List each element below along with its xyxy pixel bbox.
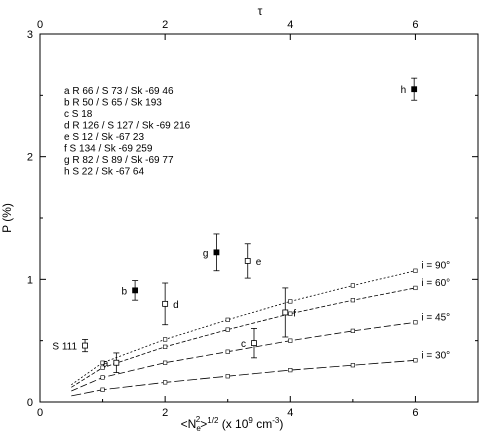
data-point-label: g xyxy=(203,248,209,259)
data-point-label: f xyxy=(293,308,296,319)
model-curve-marker xyxy=(100,375,105,380)
model-curve-marker xyxy=(288,338,293,343)
x-tick-label: 2 xyxy=(162,407,168,419)
data-point-label: S 111 xyxy=(52,342,77,353)
model-curve-label: i = 90° xyxy=(421,261,450,272)
legend-entry: b R 50 / S 65 / Sk 193 xyxy=(64,98,162,109)
model-curve-marker xyxy=(163,380,168,385)
xlabel-part-9: ) xyxy=(279,417,283,431)
top-tick-label: 2 xyxy=(162,19,168,31)
y-tick-label: 1 xyxy=(27,274,33,286)
model-curve-marker xyxy=(100,387,105,392)
model-curve-marker xyxy=(413,320,418,325)
x-tick-label: 4 xyxy=(287,407,293,419)
top-tick-label: 4 xyxy=(287,19,293,31)
y-tick-label: 0 xyxy=(27,397,33,409)
data-point-label: d xyxy=(173,300,179,311)
xlabel-part-1: e xyxy=(196,424,201,433)
model-curve-marker xyxy=(163,344,168,349)
model-curve-marker xyxy=(225,349,230,354)
data-point-2 xyxy=(132,287,139,294)
legend: a R 66 / S 73 / Sk -69 46b R 50 / S 65 /… xyxy=(64,86,191,178)
legend-entry: g R 82 / S 89 / Sk -69 77 xyxy=(64,155,174,166)
xlabel-part-6: 9 xyxy=(248,416,253,425)
model-curve-marker xyxy=(350,298,355,303)
model-curve-label: i = 60° xyxy=(421,278,450,289)
model-curve-marker xyxy=(100,360,105,365)
xlabel-part-2: 2 xyxy=(196,415,201,424)
data-point-4 xyxy=(162,300,169,307)
x-tick-label: 6 xyxy=(412,407,418,419)
model-curves: i = 90° i = 60° i = 45° i = 30° xyxy=(71,261,450,397)
legend-entry: d R 126 / S 127 / Sk -69 216 xyxy=(64,121,191,132)
data-point-8 xyxy=(411,86,418,93)
data-point-label: b xyxy=(122,286,128,297)
legend-entry: e S 12 / Sk -67 23 xyxy=(64,132,144,143)
legend-entry: a R 66 / S 73 / Sk -69 46 xyxy=(64,86,174,97)
data-point-3 xyxy=(251,340,257,347)
y-tick-label: 3 xyxy=(27,29,33,41)
model-curve-label: i = 45° xyxy=(421,312,450,323)
model-curve-marker xyxy=(225,327,230,332)
model-curve-marker xyxy=(413,268,418,273)
data-points: S 111 a b c d e f g h xyxy=(52,77,418,373)
xlabel-part-8: -3 xyxy=(272,416,280,425)
model-curve-3 xyxy=(71,359,416,397)
legend-entry: c S 18 xyxy=(64,109,93,120)
model-curve-marker xyxy=(413,358,418,363)
data-point-label: c xyxy=(241,339,246,350)
model-curve-marker xyxy=(163,360,168,365)
top-tick-label: 6 xyxy=(412,19,418,31)
model-curve-marker xyxy=(100,365,105,370)
model-curve-2 xyxy=(71,321,416,392)
model-curve-marker xyxy=(225,317,230,322)
top-tick-label: 0 xyxy=(37,19,43,31)
model-curve-marker xyxy=(163,337,168,342)
y-tick-label: 2 xyxy=(27,152,33,164)
model-curve-label: i = 30° xyxy=(421,350,450,361)
data-point-6 xyxy=(282,309,289,316)
xlabel-part-4: 1/2 xyxy=(207,416,219,425)
xlabel-part-7: cm xyxy=(253,417,272,431)
data-point-7 xyxy=(213,249,220,256)
model-curve-marker xyxy=(225,374,230,379)
model-curve-marker xyxy=(350,283,355,288)
x-tick-label: 0 xyxy=(37,407,43,419)
model-curve-marker xyxy=(288,311,293,316)
data-point-1 xyxy=(113,359,120,366)
model-curve-marker xyxy=(288,368,293,373)
legend-entry: h S 22 / Sk -67 64 xyxy=(64,167,144,178)
model-curve-marker xyxy=(350,363,355,368)
xlabel-part-0: <N xyxy=(181,417,197,431)
data-point-5 xyxy=(244,258,251,264)
model-curve-marker xyxy=(288,299,293,304)
legend-entry: f S 134 / Sk -69 259 xyxy=(64,144,153,155)
model-curve-marker xyxy=(350,328,355,333)
data-point-label: e xyxy=(256,257,262,268)
top-axis-title: τ xyxy=(258,4,263,18)
data-point-0 xyxy=(82,342,88,349)
xlabel-part-3: > xyxy=(200,417,207,431)
axis-ticks: 0 2 4 6 0 2 4 6 0 1 2 3 xyxy=(27,19,478,419)
model-curve-marker xyxy=(413,285,418,291)
data-point-label: a xyxy=(103,359,109,370)
x-axis-title: <Ne2>1/2 (x 109 cm-3) xyxy=(181,415,284,433)
y-axis-title: P (%) xyxy=(0,203,14,233)
data-point-label: h xyxy=(401,85,407,96)
xlabel-part-5: (x 10 xyxy=(218,417,248,431)
